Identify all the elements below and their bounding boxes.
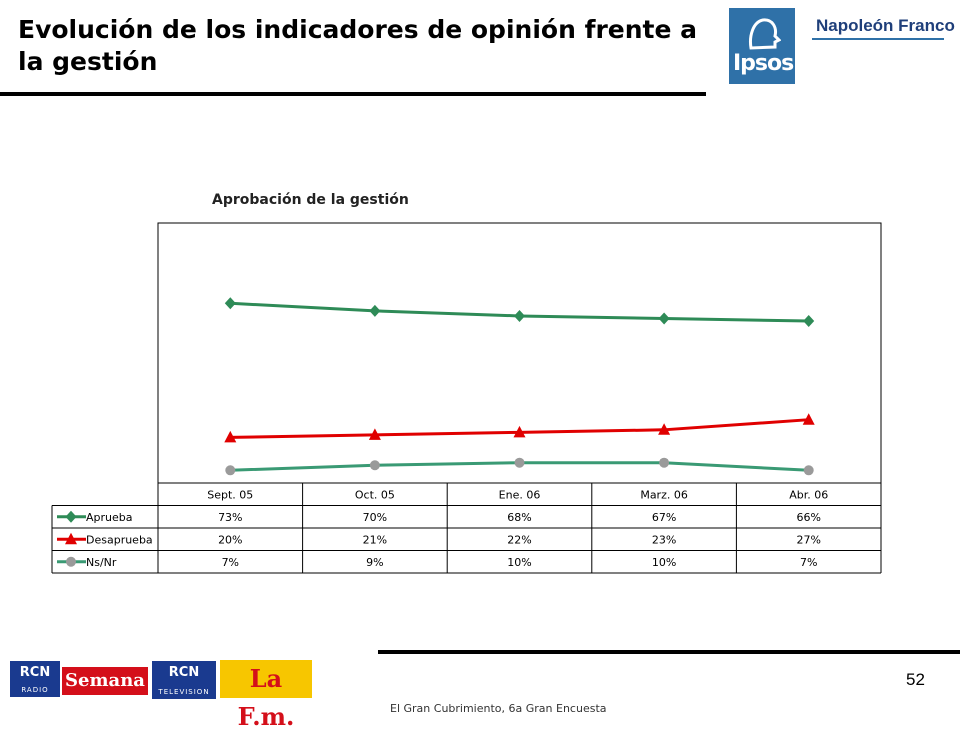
legend-label-ns-nr: Ns/Nr xyxy=(86,556,117,569)
data-point-aprueba xyxy=(369,304,381,317)
legend-swatch-marker-aprueba xyxy=(65,510,77,523)
legend-swatch-marker-ns-nr xyxy=(66,556,76,567)
rcn-radio-logo: RCN RADIO xyxy=(10,661,60,697)
data-point-aprueba xyxy=(803,315,815,328)
data-point-ns-nr xyxy=(514,457,525,468)
ipsos-logo: Ipsos xyxy=(729,8,795,84)
data-label-ns-nr: 7% xyxy=(800,556,817,569)
data-label-desaprueba: 21% xyxy=(363,533,387,546)
footer-caption: El Gran Cubrimiento, 6a Gran Encuesta xyxy=(390,702,607,715)
data-label-ns-nr: 10% xyxy=(507,556,531,569)
rcn-tv-logo: RCN TELEVISION xyxy=(152,661,216,699)
rcn-radio-logo-sub: RADIO xyxy=(21,686,49,694)
data-label-aprueba: 66% xyxy=(796,511,820,524)
semana-logo: Semana xyxy=(62,667,148,695)
legend-label-desaprueba: Desaprueba xyxy=(86,533,153,546)
data-label-desaprueba: 22% xyxy=(507,533,531,546)
data-label-aprueba: 67% xyxy=(652,511,676,524)
data-point-ns-nr xyxy=(369,460,380,471)
napoleon-logo-underline xyxy=(812,38,944,40)
ipsos-face-icon xyxy=(749,18,781,50)
data-label-aprueba: 68% xyxy=(507,511,531,524)
data-label-ns-nr: 10% xyxy=(652,556,676,569)
data-label-ns-nr: 9% xyxy=(366,556,383,569)
title-divider xyxy=(0,92,706,96)
data-point-ns-nr xyxy=(659,457,670,468)
page-title: Evolución de los indicadores de opinión … xyxy=(18,15,698,76)
x-tick-label: Marz. 06 xyxy=(640,488,688,501)
data-label-desaprueba: 23% xyxy=(652,533,676,546)
data-label-ns-nr: 7% xyxy=(222,556,239,569)
rcn-radio-logo-text: RCN xyxy=(19,665,51,680)
line-chart: Sept. 05 Oct. 05 Ene. 06 Marz. 06 Abr. 06 Apr… xyxy=(51,222,882,574)
data-label-desaprueba: 20% xyxy=(218,533,242,546)
data-point-aprueba xyxy=(658,312,670,325)
page-number: 52 xyxy=(906,670,925,689)
x-tick-label: Abr. 06 xyxy=(789,488,828,501)
data-point-desaprueba xyxy=(224,430,237,443)
data-label-desaprueba: 27% xyxy=(796,533,820,546)
rcn-tv-logo-sub: TELEVISION xyxy=(158,688,210,696)
data-point-ns-nr xyxy=(225,465,236,476)
lafm-logo: La F.m. xyxy=(220,660,312,731)
legend-label-aprueba: Aprueba xyxy=(86,511,133,524)
x-tick-label: Oct. 05 xyxy=(355,488,395,501)
legend-swatch-marker-desaprueba xyxy=(65,532,77,545)
chart-title: Aprobación de la gestión xyxy=(212,192,409,208)
data-label-aprueba: 73% xyxy=(218,511,242,524)
x-tick-label: Ene. 06 xyxy=(499,488,541,501)
ipsos-logo-text: Ipsos xyxy=(733,51,794,76)
data-point-desaprueba xyxy=(802,413,815,425)
data-point-desaprueba xyxy=(368,428,381,440)
plot-area xyxy=(157,222,882,484)
data-point-ns-nr xyxy=(803,465,814,476)
x-tick-label: Sept. 05 xyxy=(207,488,253,501)
data-point-aprueba xyxy=(514,309,525,322)
data-label-aprueba: 70% xyxy=(363,511,387,524)
data-point-aprueba xyxy=(224,297,236,310)
data-point-desaprueba xyxy=(658,423,671,435)
napoleon-franco-logo: Napoleón Franco xyxy=(816,16,955,35)
data-point-desaprueba xyxy=(513,425,526,438)
rcn-tv-logo-text: RCN xyxy=(168,665,200,680)
footer-divider xyxy=(378,650,960,654)
